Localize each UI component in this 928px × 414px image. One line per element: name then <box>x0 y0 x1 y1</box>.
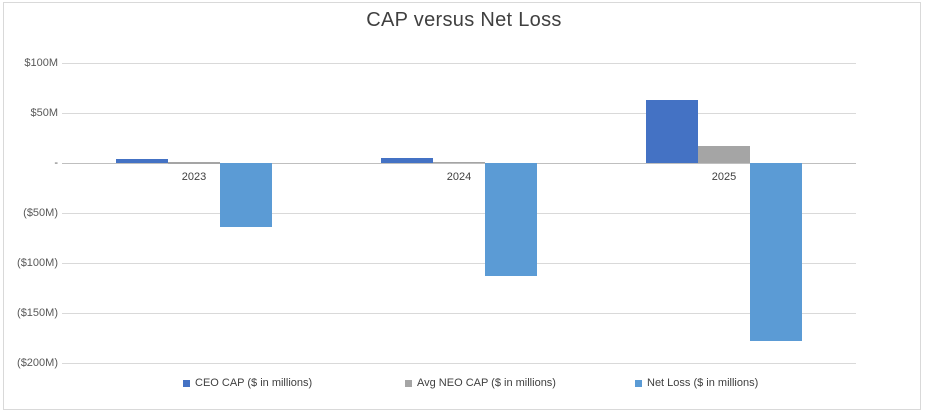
zero-axis-line <box>62 163 856 164</box>
x-axis-category-label: 2024 <box>446 171 472 183</box>
bar-net-loss-2025 <box>750 163 802 341</box>
y-gridline <box>62 313 856 314</box>
y-axis-tick-label: - <box>54 157 58 169</box>
x-axis-category-label: 2023 <box>181 171 207 183</box>
legend-label: CEO CAP ($ in millions) <box>195 377 313 389</box>
chart-title: CAP versus Net Loss <box>366 9 562 31</box>
legend-label: Avg NEO CAP ($ in millions) <box>417 377 556 389</box>
legend-swatch-icon <box>183 379 190 387</box>
y-axis-tick-label: ($100M) <box>17 257 58 269</box>
legend-item-net-loss: Net Loss ($ in millions) <box>635 377 758 389</box>
y-axis-tick-label: ($200M) <box>17 357 58 369</box>
bar-avg-neo-cap-2023 <box>168 162 220 164</box>
y-axis-tick-label: ($50M) <box>23 207 58 219</box>
y-gridline <box>62 63 856 64</box>
y-axis-tick-label: $50M <box>30 107 58 119</box>
y-gridline <box>62 213 856 214</box>
y-gridline <box>62 113 856 114</box>
bar-avg-neo-cap-2025 <box>698 146 750 163</box>
legend-label: Net Loss ($ in millions) <box>647 377 759 389</box>
legend-swatch-icon <box>635 379 642 387</box>
bar-avg-neo-cap-2024 <box>433 162 485 163</box>
legend-item-ceo-cap: CEO CAP ($ in millions) <box>183 377 312 389</box>
x-axis-category-label: 2025 <box>711 171 737 183</box>
legend-item-avg-neo-cap: Avg NEO CAP ($ in millions) <box>405 377 556 389</box>
y-axis-tick-label: $100M <box>24 57 58 69</box>
bar-ceo-cap-2025 <box>646 100 698 163</box>
bar-net-loss-2024 <box>485 163 537 276</box>
y-gridline <box>62 263 856 264</box>
legend-swatch-icon <box>405 379 412 387</box>
bar-ceo-cap-2024 <box>381 158 433 163</box>
bar-net-loss-2023 <box>220 163 272 227</box>
y-axis-tick-label: ($150M) <box>17 307 58 319</box>
bar-ceo-cap-2023 <box>116 159 168 163</box>
y-gridline <box>62 363 856 364</box>
